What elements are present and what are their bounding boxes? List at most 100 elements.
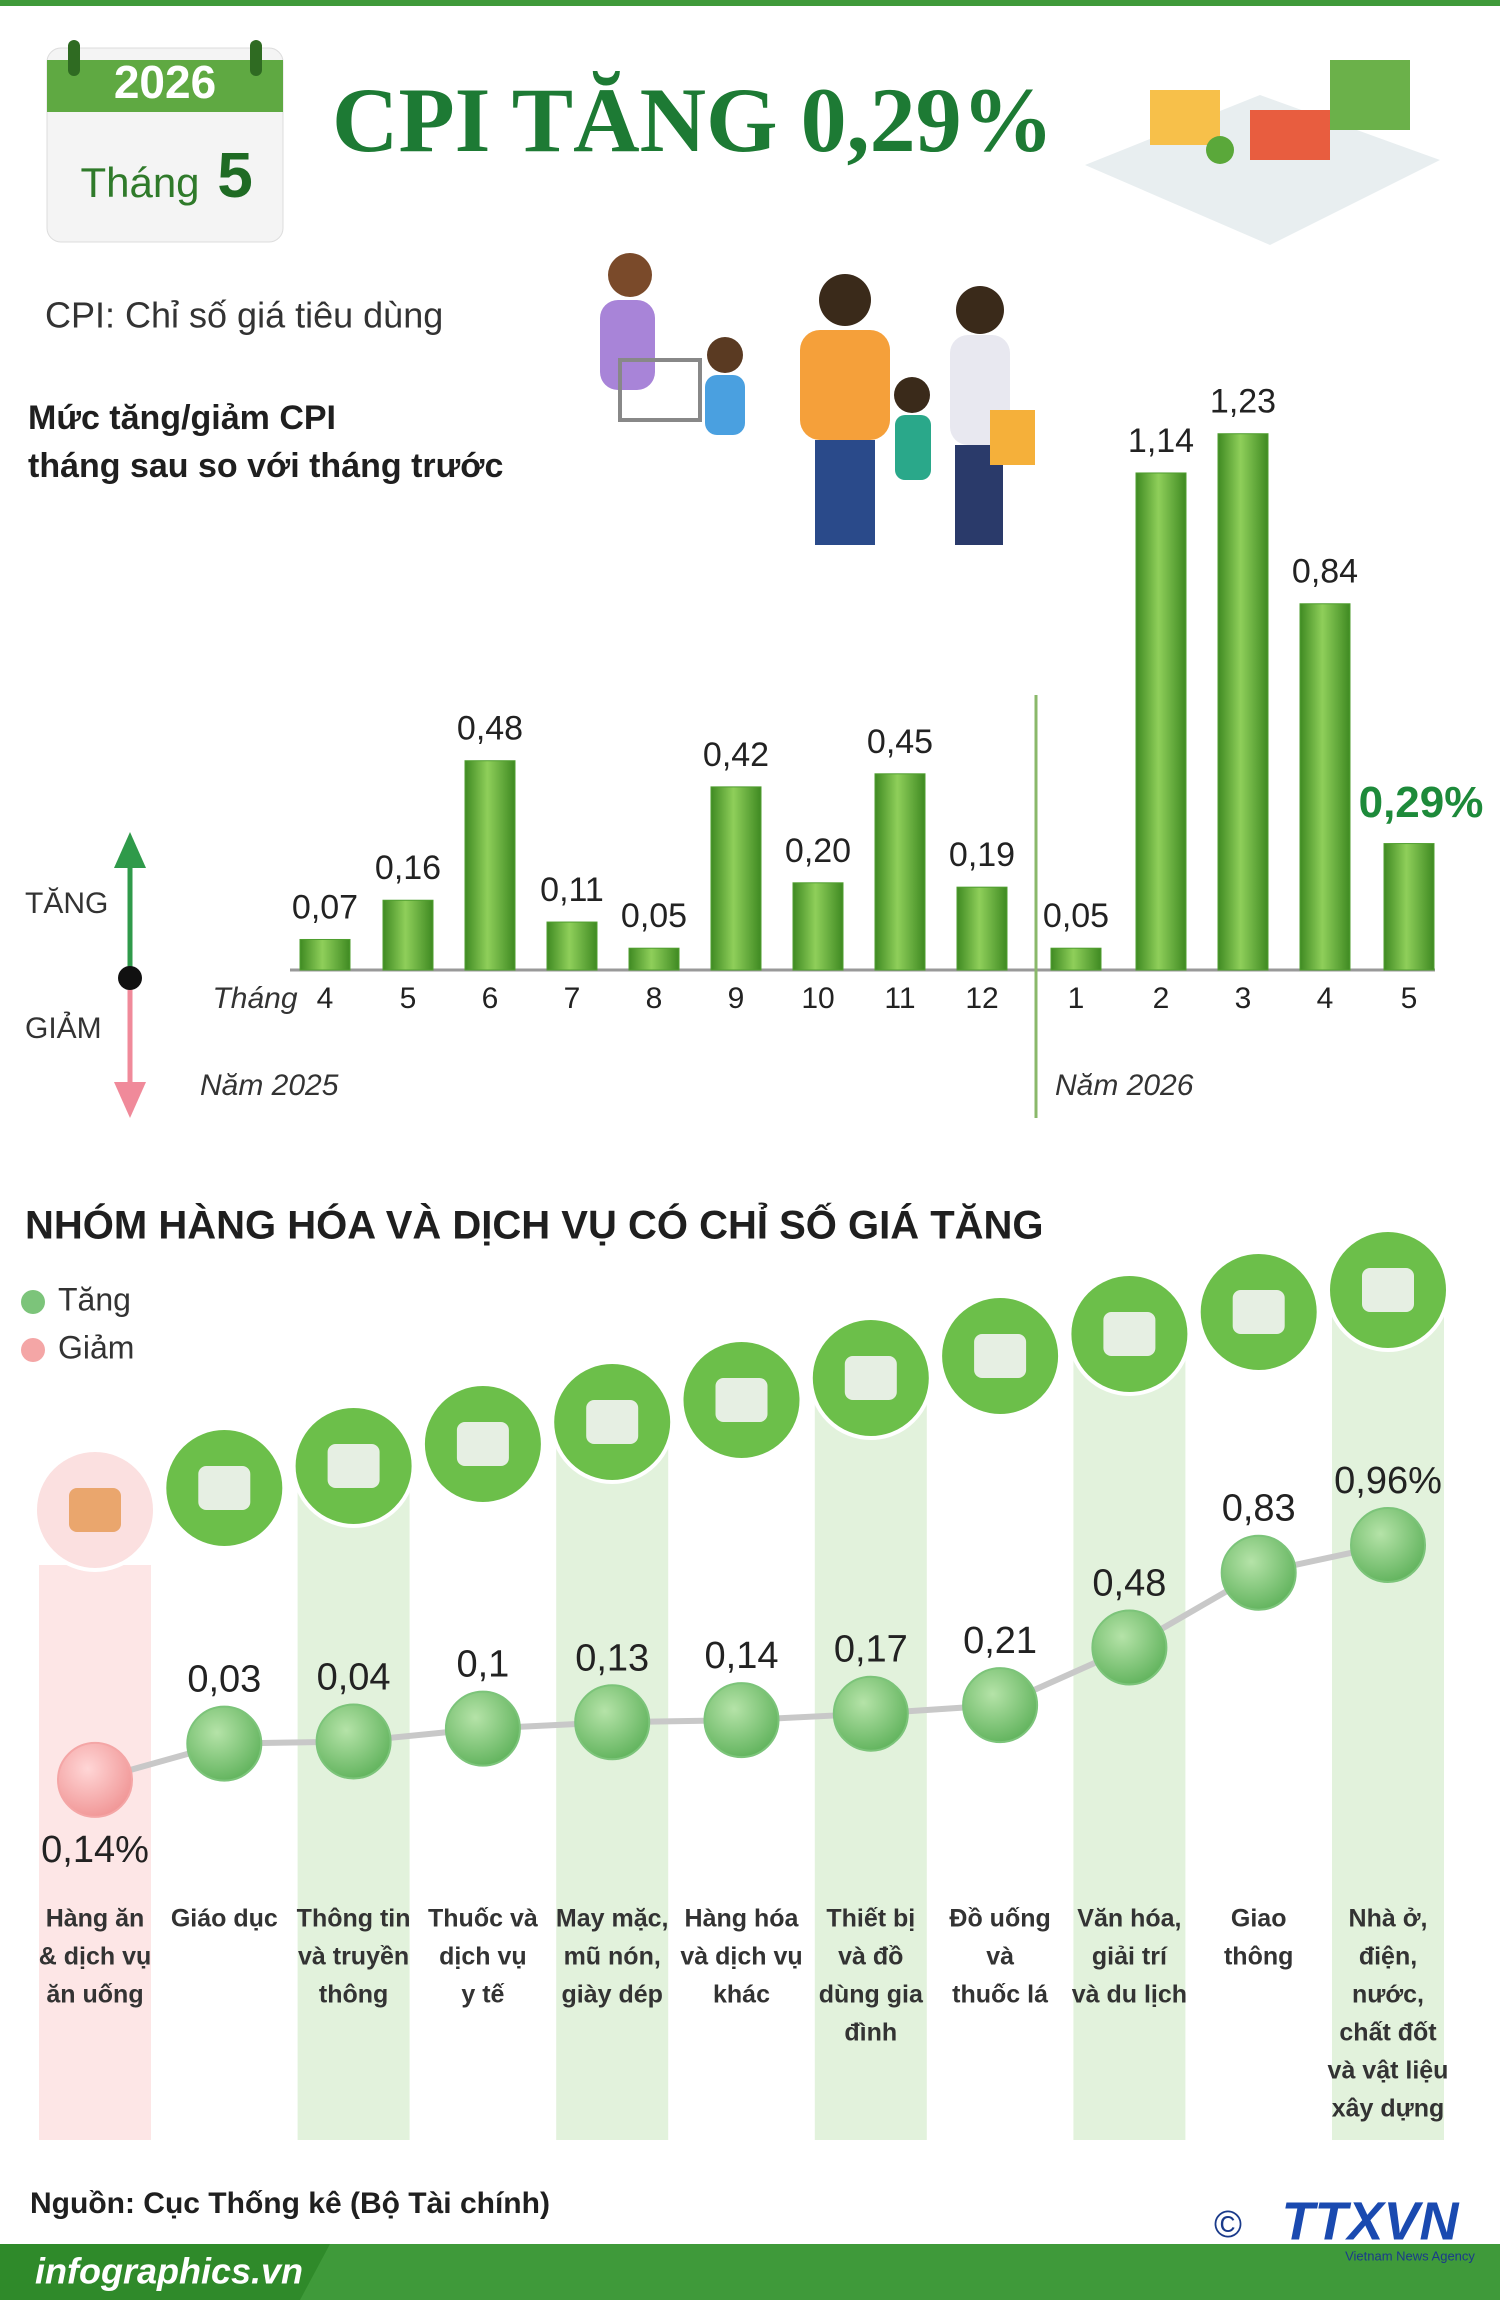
x-tick-label: 9 — [728, 982, 745, 1015]
category-label: thông — [1224, 1943, 1293, 1971]
footer-tab — [0, 2244, 330, 2300]
category-label: ăn uống — [46, 1981, 143, 2009]
legend-label: Giảm — [58, 1329, 134, 1365]
origin-dot — [118, 966, 142, 990]
x-tick-label: 5 — [1401, 982, 1418, 1015]
value-label: 0,1 — [456, 1644, 509, 1686]
value-label: 0,17 — [834, 1629, 908, 1671]
value-label: 0,42 — [703, 736, 769, 774]
bar — [874, 773, 926, 971]
category-label: và vật liệu — [1328, 2057, 1449, 2085]
column-shade — [297, 1466, 410, 2140]
category-label: nước, — [1352, 1981, 1424, 2009]
calendar-band — [47, 60, 283, 112]
category-icon — [162, 1426, 287, 1550]
bar — [546, 921, 598, 971]
value-label: 0,04 — [317, 1656, 391, 1698]
main-title: CPI TĂNG 0,29% — [332, 69, 1054, 171]
x-axis-label: Tháng — [212, 982, 297, 1015]
calendar-ring — [250, 40, 262, 76]
down-arrow-head — [114, 1082, 146, 1118]
dot — [1091, 1609, 1168, 1686]
bar — [1050, 947, 1102, 971]
value-label: 0,84 — [1292, 553, 1358, 591]
icon-glyph — [327, 1444, 380, 1488]
category-label: Nhà ở, — [1349, 1905, 1428, 1933]
category-label: May mặc, — [556, 1905, 669, 1933]
value-label: 0,14 — [705, 1635, 779, 1677]
category-icon — [33, 1448, 157, 1572]
icon-glyph — [586, 1400, 639, 1444]
bar — [956, 886, 1008, 971]
dot — [1220, 1534, 1297, 1611]
category-icon — [291, 1404, 416, 1528]
dot — [962, 1667, 1039, 1744]
calendar-ring — [68, 40, 80, 76]
category-label: dịch vụ — [439, 1943, 527, 1971]
icon-glyph — [1232, 1290, 1285, 1334]
bar — [299, 938, 351, 971]
bar — [792, 882, 844, 971]
category-label: và đồ — [838, 1943, 903, 1971]
category-icon — [679, 1338, 804, 1462]
family-illustration — [600, 253, 1035, 545]
period-label: Năm 2026 — [1055, 1069, 1194, 1102]
value-label: 1,23 — [1210, 383, 1276, 421]
value-label: 0,05 — [621, 897, 687, 935]
x-tick-label: 4 — [1317, 982, 1334, 1015]
category-label: giải trí — [1092, 1943, 1168, 1971]
value-label: 0,29% — [1359, 778, 1484, 827]
x-tick-label: 6 — [482, 982, 499, 1015]
value-label: 0,96% — [1334, 1460, 1442, 1502]
down-label: GIẢM — [25, 1011, 102, 1045]
column-shade — [39, 1565, 151, 2140]
month-label: Tháng — [80, 159, 199, 206]
category-icon — [420, 1382, 545, 1506]
category-icon — [1067, 1272, 1192, 1396]
dot — [315, 1703, 392, 1780]
dot — [832, 1675, 909, 1752]
x-tick-label: 3 — [1235, 982, 1252, 1015]
x-tick-label: 11 — [884, 982, 915, 1015]
x-tick-label: 8 — [646, 982, 663, 1015]
category-label: điện, — [1359, 1943, 1417, 1971]
top-border — [0, 0, 1500, 6]
month: 5 — [217, 139, 253, 211]
bar — [1383, 843, 1435, 971]
value-label: 0,19 — [949, 836, 1015, 874]
category-label: khác — [713, 1981, 770, 2009]
category-label: Văn hóa, — [1077, 1905, 1181, 1933]
category-label: và dịch vụ — [680, 1943, 802, 1971]
copyright: © — [1214, 2204, 1242, 2246]
value-label: 0,83 — [1222, 1488, 1296, 1530]
category-label: mũ nón, — [564, 1943, 661, 1971]
category-icon — [808, 1316, 933, 1440]
dot — [574, 1684, 651, 1761]
value-label: 0,07 — [292, 888, 358, 926]
category-label: chất đốt — [1339, 2019, 1437, 2047]
value-label: 0,48 — [1092, 1563, 1166, 1605]
bar — [1217, 433, 1269, 971]
up-label: TĂNG — [25, 887, 108, 920]
column-shade — [556, 1422, 669, 2140]
value-label: 0,03 — [187, 1659, 261, 1701]
category-label: giày dép — [561, 1981, 662, 2009]
legend-swatch — [21, 1290, 45, 1314]
dot — [186, 1705, 263, 1782]
column-shade — [814, 1378, 927, 2140]
bar — [1135, 472, 1187, 971]
chart-title: tháng sau so với tháng trước — [28, 447, 503, 485]
value-label: 0,13 — [575, 1637, 649, 1679]
value-label: 0,21 — [963, 1620, 1037, 1662]
bar — [1299, 603, 1351, 971]
dot — [444, 1690, 521, 1767]
x-tick-label: 10 — [801, 982, 834, 1015]
category-label: Giáo dục — [171, 1905, 278, 1933]
icon-glyph — [456, 1422, 509, 1466]
icon-glyph — [844, 1356, 897, 1400]
dot — [1350, 1506, 1426, 1583]
x-tick-label: 12 — [965, 982, 998, 1015]
logo: TTXVN — [1281, 2191, 1459, 2251]
category-label: thông — [319, 1981, 388, 2009]
category-icon — [550, 1360, 675, 1484]
